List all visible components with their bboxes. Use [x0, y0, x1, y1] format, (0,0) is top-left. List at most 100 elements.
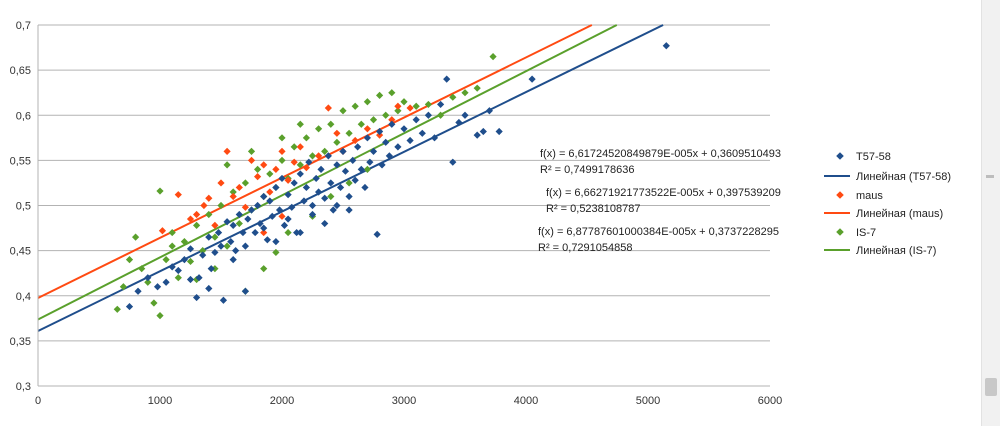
point-t57-58: [345, 206, 353, 214]
point-maus: [388, 116, 396, 124]
point-is-7: [394, 107, 402, 115]
legend-label-trend-is-7: Линейная (IS-7): [856, 245, 936, 257]
point-t57-58: [308, 201, 317, 210]
point-t57-58: [382, 138, 390, 146]
point-t57-58: [219, 296, 228, 304]
point-t57-58: [373, 230, 381, 238]
point-is-7: [284, 228, 292, 237]
point-t57-58: [168, 263, 176, 271]
point-t57-58: [260, 192, 268, 201]
point-maus: [272, 165, 280, 173]
point-is-7: [132, 233, 140, 241]
y-tick-label: 0,65: [10, 65, 31, 77]
point-t57-58: [174, 266, 182, 275]
legend-label-maus: maus: [856, 190, 883, 202]
point-is-7: [211, 265, 219, 273]
point-t57-58: [162, 278, 170, 286]
point-is-7: [186, 257, 195, 266]
point-t57-58: [296, 170, 304, 178]
point-is-7: [193, 221, 201, 229]
point-maus: [394, 102, 402, 110]
point-maus: [363, 125, 371, 133]
point-t57-58: [473, 131, 481, 139]
point-t57-58: [327, 179, 335, 187]
point-is-7: [388, 89, 396, 97]
point-t57-58: [266, 197, 274, 205]
point-t57-58: [305, 158, 313, 166]
point-maus: [241, 203, 249, 211]
point-maus: [186, 215, 195, 223]
point-t57-58: [207, 265, 215, 273]
r2-t57-58: R² = 0,7499178636: [540, 164, 635, 176]
legend-entry-t57-58: T57-58: [836, 151, 891, 163]
point-is-7: [144, 278, 152, 286]
equation-is-7: f(x) = 6,87787601000384E-005x + 0,373722…: [538, 226, 779, 238]
x-tick-label: 0: [35, 395, 41, 407]
legend-marker-t57-58: [836, 152, 844, 160]
point-is-7: [278, 156, 286, 164]
legend-label-trend-t57-58: Линейная (T57-58): [856, 171, 951, 183]
vertical-scrollbar[interactable]: [981, 0, 1000, 426]
point-is-7: [327, 192, 335, 201]
point-t57-58: [308, 210, 317, 219]
equation-maus: f(x) = 6,66271921773522E-005x + 0,397539…: [546, 187, 781, 199]
point-t57-58: [247, 206, 256, 214]
point-is-7: [357, 120, 365, 128]
point-t57-58: [430, 134, 439, 142]
point-maus: [254, 173, 262, 181]
point-is-7: [449, 93, 457, 101]
point-t57-58: [351, 176, 359, 184]
point-t57-58: [211, 248, 219, 257]
point-t57-58: [195, 274, 203, 282]
point-t57-58: [153, 283, 162, 291]
y-tick-label: 0,4: [16, 291, 31, 303]
point-is-7: [113, 305, 121, 313]
x-tick-label: 1000: [148, 395, 172, 407]
point-t57-58: [321, 194, 329, 202]
point-t57-58: [241, 287, 249, 295]
point-is-7: [321, 147, 329, 155]
point-t57-58: [229, 256, 237, 264]
point-t57-58: [199, 251, 207, 259]
trendline-t57-58: [37, 24, 664, 332]
point-t57-58: [406, 136, 414, 145]
point-t57-58: [437, 100, 445, 109]
point-maus: [174, 191, 182, 199]
y-tick-label: 0,35: [10, 336, 31, 348]
point-is-7: [437, 111, 445, 119]
point-is-7: [345, 179, 353, 187]
point-t57-58: [186, 275, 195, 284]
point-is-7: [168, 242, 176, 250]
point-is-7: [260, 265, 268, 273]
point-t57-58: [260, 224, 268, 232]
point-t57-58: [361, 183, 369, 192]
point-t57-58: [268, 212, 276, 220]
point-is-7: [302, 134, 310, 142]
point-is-7: [296, 120, 304, 128]
point-is-7: [296, 161, 304, 169]
point-is-7: [315, 125, 323, 133]
point-t57-58: [349, 156, 357, 164]
point-t57-58: [272, 238, 280, 246]
point-t57-58: [251, 228, 259, 237]
data-points: [113, 42, 670, 320]
point-t57-58: [232, 247, 240, 255]
point-t57-58: [312, 174, 320, 183]
legend-marker-maus: [836, 191, 844, 199]
point-t57-58: [449, 158, 457, 166]
point-t57-58: [205, 284, 213, 293]
axes: [37, 25, 770, 387]
point-is-7: [473, 84, 481, 92]
point-maus: [205, 194, 213, 202]
y-tick-label: 0,55: [10, 155, 31, 167]
point-t57-58: [302, 183, 310, 192]
x-tick-label: 4000: [514, 395, 538, 407]
scrollbar-thumb[interactable]: [985, 378, 997, 396]
point-maus: [266, 188, 274, 196]
point-t57-58: [296, 228, 304, 237]
x-tick-labels: 0 1000 2000 3000 4000 5000 6000: [35, 395, 782, 407]
point-is-7: [119, 283, 127, 291]
y-tick-label: 0,3: [16, 381, 31, 393]
point-is-7: [363, 165, 371, 173]
point-is-7: [235, 219, 243, 228]
